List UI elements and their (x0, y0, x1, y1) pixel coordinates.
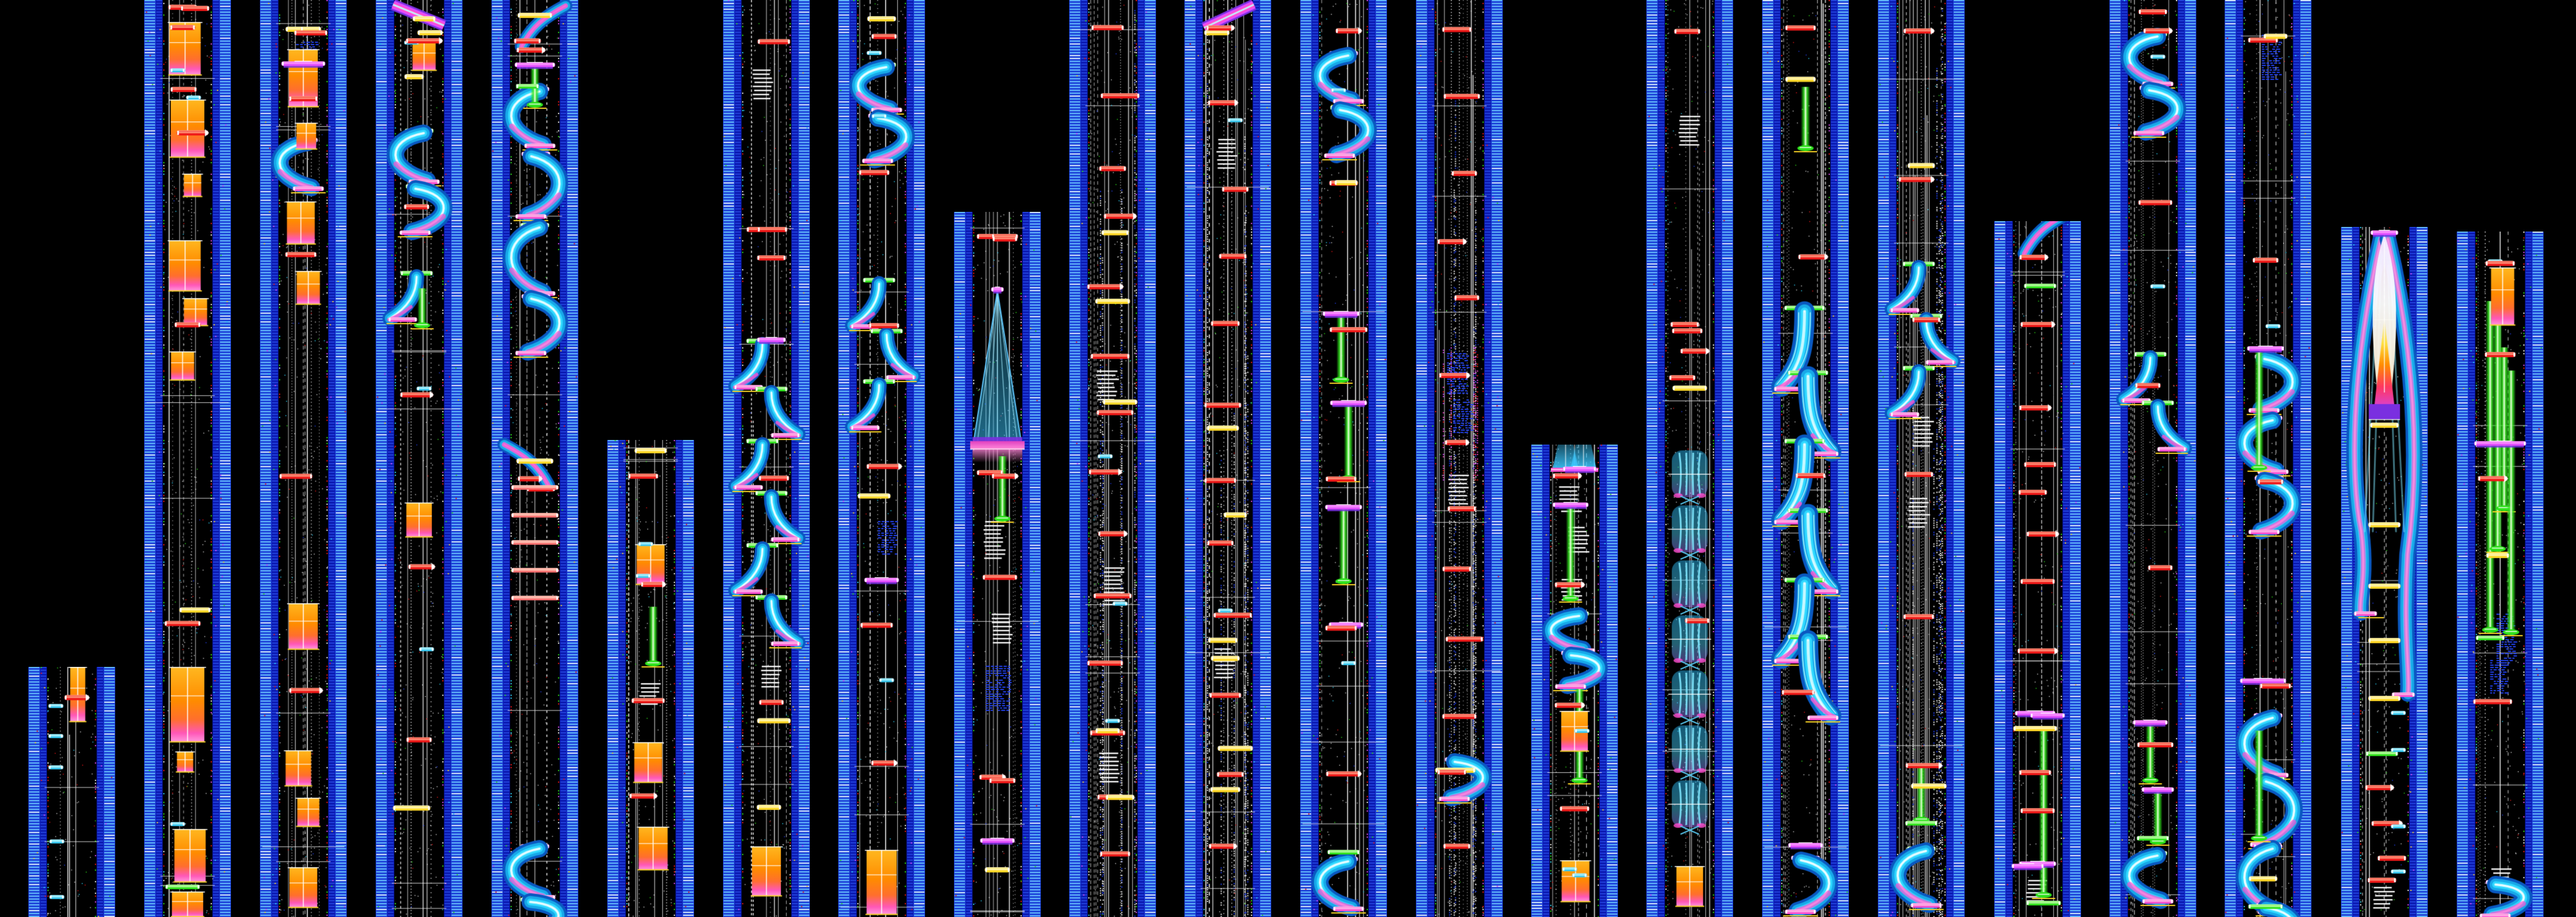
column-14-canvas (1531, 445, 1618, 917)
column-6 (607, 440, 694, 917)
column-18-canvas (1994, 221, 2081, 917)
column-5-canvas (491, 0, 578, 917)
column-4 (376, 0, 463, 917)
column-6-canvas (607, 440, 694, 917)
column-9-canvas (954, 212, 1041, 917)
column-11-canvas (1184, 0, 1271, 917)
column-3 (260, 0, 347, 917)
column-12-canvas (1300, 0, 1387, 917)
column-20 (2225, 0, 2311, 917)
column-20-canvas (2225, 0, 2311, 917)
column-19-canvas (2109, 0, 2196, 917)
column-4-canvas (376, 0, 463, 917)
column-3-canvas (260, 0, 347, 917)
column-17-canvas (1878, 0, 1965, 917)
column-17 (1878, 0, 1965, 917)
column-15-canvas (1646, 0, 1733, 917)
column-11 (1184, 0, 1271, 917)
column-14 (1531, 445, 1618, 917)
column-19 (2109, 0, 2196, 917)
column-18 (1994, 221, 2081, 917)
column-10 (1069, 0, 1156, 917)
column-2-canvas (144, 0, 231, 917)
column-7 (723, 0, 810, 917)
column-2 (144, 0, 231, 917)
column-13 (1416, 0, 1503, 917)
column-12 (1300, 0, 1387, 917)
column-16-canvas (1762, 0, 1849, 917)
column-8 (838, 0, 925, 917)
column-15 (1646, 0, 1733, 917)
column-21-canvas (2341, 227, 2428, 917)
column-1-canvas (28, 667, 115, 917)
column-5 (491, 0, 578, 917)
column-13-canvas (1416, 0, 1503, 917)
column-21 (2341, 227, 2428, 917)
column-7-canvas (723, 0, 810, 917)
column-1 (28, 667, 115, 917)
column-22 (2457, 232, 2544, 917)
column-10-canvas (1069, 0, 1156, 917)
column-9 (954, 212, 1041, 917)
column-8-canvas (838, 0, 925, 917)
column-22-canvas (2457, 232, 2544, 917)
column-16 (1762, 0, 1849, 917)
